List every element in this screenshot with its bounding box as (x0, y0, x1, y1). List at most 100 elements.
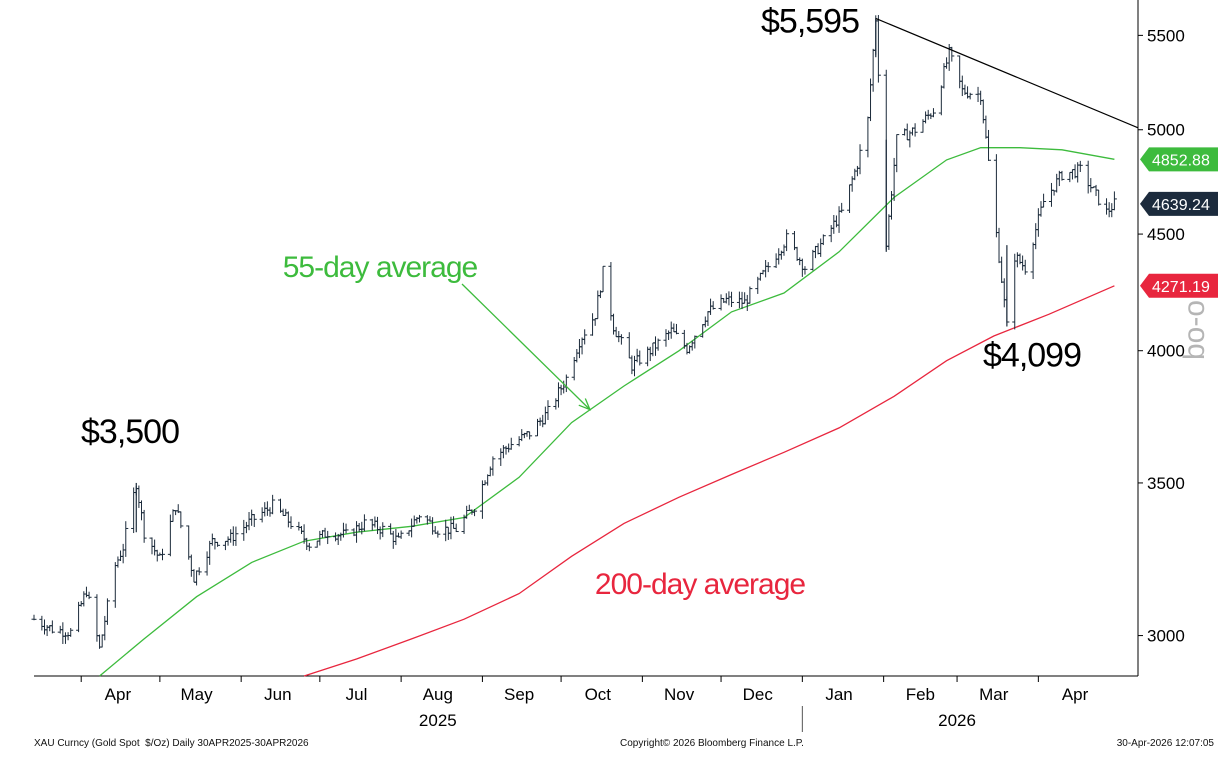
price-bar (726, 291, 732, 306)
price-bar (280, 508, 286, 516)
price-bar (875, 15, 881, 83)
price-bar (222, 540, 228, 551)
price-bar (637, 350, 643, 366)
price-bar (68, 628, 74, 637)
x-tick-label-month: Apr (1062, 685, 1089, 704)
price-bar (600, 265, 606, 293)
price-bar (668, 321, 674, 339)
ma55-line (99, 147, 1115, 677)
price-bar (416, 514, 422, 523)
price-bar (1038, 201, 1044, 217)
price-bar (288, 516, 294, 529)
price-bar (692, 335, 698, 349)
last-value-tag: 4271.19 (1140, 273, 1218, 298)
price-bar (708, 298, 714, 315)
plot-frame (34, 0, 1139, 677)
y-tick-label: 3500 (1147, 474, 1185, 493)
annotation-arrow-head (578, 398, 592, 411)
price-bar (1104, 198, 1110, 215)
y-tick-label: 5000 (1147, 121, 1185, 140)
price-bar (959, 75, 965, 97)
price-bar (409, 518, 415, 538)
price-bar (781, 244, 787, 256)
last-value-tag-label: 4639.24 (1152, 197, 1210, 214)
price-bar (503, 445, 509, 455)
price-bar (773, 253, 779, 269)
price-bar (393, 528, 399, 546)
price-bar (986, 129, 992, 161)
price-bar (225, 536, 231, 546)
x-tick-label-month: Mar (979, 685, 1009, 704)
price-bar (1085, 160, 1091, 194)
price-bar (506, 443, 512, 453)
price-bar (178, 511, 184, 529)
price-bar (94, 594, 100, 642)
ma200-line (303, 285, 1115, 677)
price-bar (115, 556, 121, 568)
price-bar (39, 615, 45, 631)
price-bar (784, 229, 790, 252)
price-bar (375, 516, 381, 535)
last-value-tag-label: 4852.88 (1152, 152, 1210, 169)
price-bar (540, 414, 546, 428)
price-bar (608, 262, 614, 321)
price-bar (296, 521, 302, 531)
price-bar (1048, 182, 1054, 207)
x-tick-label-month: Dec (743, 685, 774, 704)
price-bar (527, 431, 533, 440)
price-bar (967, 92, 973, 100)
axes: 3000 3500 4000 4500 5000 5500 Apr May Jun Jul Aug S… (80, 26, 1185, 732)
price-bar (891, 157, 897, 201)
price-bar (558, 384, 564, 396)
price-bar (435, 530, 441, 538)
price-bar (361, 514, 367, 532)
price-bar (314, 540, 320, 548)
price-bar (763, 259, 769, 278)
ma55-series (99, 147, 1115, 677)
x-tick-label-month: Oct (585, 685, 612, 704)
price-bar (333, 532, 339, 542)
price-bar (120, 543, 126, 564)
price-bar (264, 501, 270, 516)
price-bar (453, 523, 459, 533)
price-bar (508, 437, 514, 450)
price-bar (49, 620, 55, 634)
ma200-series (303, 285, 1115, 677)
price-bar (671, 323, 677, 333)
price-bar (983, 115, 989, 139)
x-tick-label-year: 2025 (419, 711, 457, 730)
price-bar (277, 498, 283, 513)
x-tick-label-month: Jul (346, 685, 368, 704)
price-bar (611, 313, 617, 335)
price-bar (820, 234, 826, 246)
price-bar (802, 266, 808, 275)
price-bar (1020, 255, 1026, 271)
price-bar (1001, 278, 1007, 308)
annotation-label: $3,500 (81, 413, 179, 451)
price-bar (322, 527, 328, 538)
price-bar (1014, 252, 1020, 268)
price-bar (718, 294, 724, 311)
price-bar (380, 522, 386, 538)
price-bar (209, 533, 215, 546)
price-bar (81, 591, 87, 607)
x-tick-label-month: Jan (825, 685, 852, 704)
price-bar (283, 508, 289, 516)
x-tick-label-month: Aug (423, 685, 453, 704)
price-bar (949, 46, 955, 62)
price-bar (306, 542, 312, 552)
price-bar (228, 529, 234, 543)
price-bar (207, 540, 213, 565)
price-bar (590, 313, 596, 336)
price-bar (212, 538, 218, 550)
price-bar (957, 55, 963, 89)
price-bar (579, 337, 585, 355)
price-bar (742, 292, 748, 304)
price-bar (810, 249, 816, 271)
price-bar (629, 355, 635, 375)
price-bar (466, 504, 472, 511)
price-bar (241, 519, 247, 541)
price-bar (204, 551, 210, 576)
price-bar (993, 154, 999, 238)
